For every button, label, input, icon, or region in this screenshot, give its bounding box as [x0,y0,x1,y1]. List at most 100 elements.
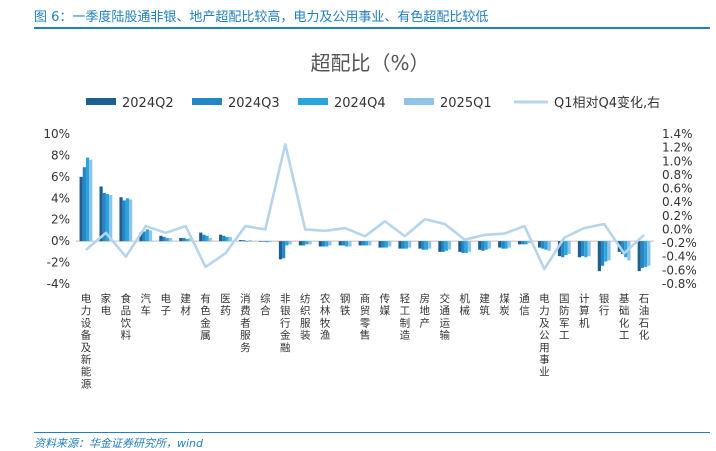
x-tick-label: 电力及公用事业 [539,292,550,378]
y-tick-label: 6% [51,170,70,184]
x-tick-label: 电力设备及新能源 [81,292,92,390]
bar [258,241,263,242]
x-tick-label: 国防军工 [559,293,570,342]
bar [242,240,246,242]
bar [162,236,166,242]
bar [604,241,608,262]
bar [99,186,103,242]
bar [139,232,143,242]
bar [378,241,382,248]
bar [557,241,562,257]
bar [341,241,346,246]
bar [345,241,349,247]
y2-tick-label: 1.4% [662,127,693,141]
bar [521,241,525,245]
bar [165,237,169,242]
bar [398,241,402,249]
bar [384,241,389,248]
bar [188,237,193,242]
x-tick-label: 石油石化 [639,293,650,342]
bar [584,241,588,258]
bar [168,237,173,242]
bar [265,241,269,243]
x-tick-label: 商贸零售 [360,292,371,342]
bar [627,241,631,261]
x-tick-label: 纺织服装 [300,292,311,342]
bar [298,241,303,246]
bar [328,241,332,246]
x-tick-label: 基础化工 [619,292,630,342]
bar [245,241,249,242]
x-tick-label: 轻工制造 [400,292,411,342]
bar [587,241,591,257]
x-tick-label: 通信 [519,293,530,317]
y2-tick-label: -0.4% [662,250,697,264]
bars [79,157,651,272]
change-line-path [85,142,645,271]
x-tick-label: 建筑 [479,292,490,317]
bar [547,241,551,251]
bar [438,241,442,252]
x-tick-label: 交通运输 [439,292,450,342]
x-tick-label: 煤炭 [499,292,510,317]
bar [262,241,266,242]
bar [205,235,209,242]
bar [365,241,369,246]
bar [89,159,93,242]
bar [268,241,272,243]
bar [467,241,472,252]
bar [388,241,392,247]
legend-label: 2025Q1 [440,96,492,111]
page-title: 图 6：一季度陆股通非银、地产超配比较高，电力及公用事业、有色超配比较低 [34,10,489,25]
legend-label: 2024Q2 [122,96,174,111]
bar [577,241,582,258]
bar [102,192,106,242]
bar [185,239,189,242]
bar [308,241,312,245]
bar [145,229,149,242]
x-tick-label: 医药 [220,293,231,317]
bar [504,241,508,249]
y-tick-label: -2% [47,256,70,270]
x-tick-label: 建材 [180,292,191,317]
bar [305,241,309,245]
bar [222,235,226,242]
y2-tick-label: -0.6% [662,263,697,277]
bar [567,241,571,254]
y2-tick-label: 0.8% [662,168,693,182]
chart: 超配比（%） 2024Q2 2024Q3 2024Q4 2025Q1 Q1相对Q4变化,… [43,51,697,390]
bar [498,241,502,248]
bar [640,241,645,268]
x-tick-label: 综合 [260,292,271,317]
bar [418,241,422,249]
bar [484,241,488,250]
bar [507,241,511,248]
bar [288,241,292,245]
bar [524,241,528,245]
bar [501,241,505,249]
bar [647,241,651,266]
bar [282,241,286,259]
legend-label: 2024Q3 [228,96,280,111]
bar [381,241,385,248]
y2-tick-label: 0.0% [662,222,693,236]
x-tick-label: 汽车 [141,292,152,317]
y-tick-label: 8% [51,148,70,162]
bar [358,241,362,246]
bar [607,241,611,261]
bar [581,241,585,257]
x-tick-label: 计算机 [579,292,590,329]
bar [179,237,183,242]
bar [85,157,90,242]
bar [464,241,468,253]
bar [600,241,605,266]
bar [478,241,482,250]
legend-swatch [86,98,116,105]
bar [148,230,153,242]
y2-tick-label: 1.2% [662,141,693,155]
bar [427,241,432,249]
y-tick-label: -4% [47,277,70,291]
y-tick-label: 4% [51,191,70,205]
y2-tick-label: 1.0% [662,154,693,168]
x-tick-label: 农林牧渔 [320,292,331,342]
